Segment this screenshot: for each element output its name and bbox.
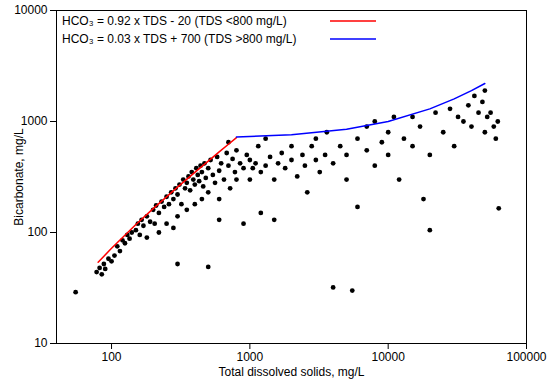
svg-text:100: 100 bbox=[27, 225, 47, 239]
svg-text:10000: 10000 bbox=[14, 3, 48, 17]
svg-text:Total dissolved solids, mg/L: Total dissolved solids, mg/L bbox=[218, 365, 364, 379]
svg-text:10000: 10000 bbox=[371, 350, 405, 364]
svg-text:1000: 1000 bbox=[237, 350, 264, 364]
html-text:HCO₃ = 0.03 x TDS + 700 (TDS >: HCO₃ = 0.03 x TDS + 700 (TDS >800 mg/L) bbox=[62, 32, 297, 46]
svg-text:100000: 100000 bbox=[506, 350, 546, 364]
svg-text:Bicarbonate, mg/L: Bicarbonate, mg/L bbox=[12, 128, 26, 226]
svg-text:10: 10 bbox=[34, 336, 48, 350]
svg-text:100: 100 bbox=[102, 350, 122, 364]
html-text:HCO₃ = 0.92 x TDS - 20 (TDS <8: HCO₃ = 0.92 x TDS - 20 (TDS <800 mg/L) bbox=[62, 14, 287, 28]
svg-text:1000: 1000 bbox=[21, 114, 48, 128]
